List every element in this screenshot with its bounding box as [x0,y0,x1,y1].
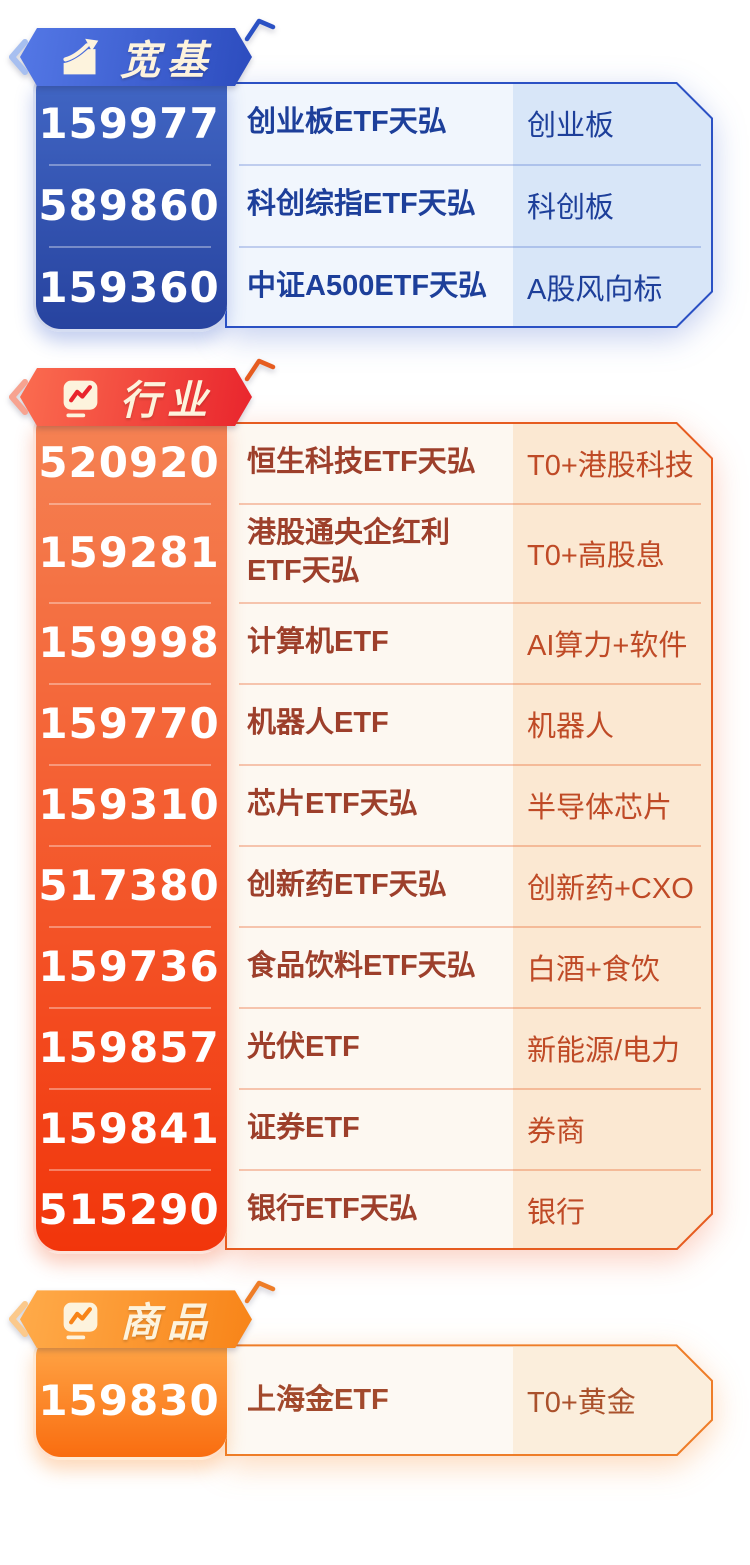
fund-tag: AI算力+软件 [527,629,688,662]
fund-row: 159998 计算机ETF AI算力+软件 [33,602,713,683]
fund-name: 恒生科技ETF天弘 [247,445,476,478]
fund-code: 159360 [38,262,220,312]
fund-table: 159830 上海金ETF T0+黄金 [33,1340,713,1461]
fund-code: 520920 [38,438,220,487]
trend-up-icon [58,35,103,80]
fund-code: 159830 [38,1375,220,1425]
section-industry: 行业 520920 恒生科技ETF天弘 T0+港股科技 159281 [0,358,750,1255]
table-body-background [225,1344,713,1456]
fund-tag: T0+黄金 [527,1387,636,1420]
fund-row: 159977 创业板ETF天弘 创业板 [33,82,713,164]
fund-code: 159998 [38,618,220,668]
fund-code: 159310 [38,780,220,830]
section-badge: 行业 [9,358,276,426]
fund-name: 中证A500ETF天弘 [247,270,488,303]
section-title: 商品 [120,1301,214,1346]
fund-row: 159841 证券ETF 券商 [33,1088,713,1169]
fund-name: 证券ETF [247,1112,360,1145]
fund-code: 159841 [38,1104,220,1154]
section-commodity: 商品 159830 上海金ETF T0+黄金 [0,1281,750,1461]
fund-name: 创业板ETF天弘 [247,106,447,139]
chevron-left-icon [9,1301,28,1338]
fund-row: 159830 上海金ETF T0+黄金 [33,1344,713,1456]
fund-code: 159977 [38,98,220,148]
fund-row: 159857 光伏ETF 新能源/电力 [33,1007,713,1088]
fund-tag: 券商 [527,1115,586,1148]
fund-code: 515290 [38,1185,220,1235]
section-badge: 商品 [9,1281,276,1348]
fund-row: 159360 中证A500ETF天弘 A股风向标 [33,246,713,328]
fund-name: 机器人ETF [247,707,389,740]
badge-shape: 宽基 [20,28,252,86]
fund-name: 计算机ETF [247,626,389,659]
fund-code: 159736 [38,942,220,992]
fund-row: 159281 港股通央企红利 ETF天弘 T0+高股息 [33,503,713,602]
fund-row: 589860 科创综指ETF天弘 科创板 [33,164,713,246]
fund-code: 517380 [38,861,220,911]
badge-shape: 行业 [20,368,252,426]
fund-table: 159977 创业板ETF天弘 创业板 589860 科创综指ETF天弘 科创板… [33,78,713,332]
fund-name: 上海金ETF [247,1383,389,1416]
fund-tag: T0+高股息 [527,539,665,572]
fund-name: 科创综指ETF天弘 [247,188,476,221]
fund-row: 515290 银行ETF天弘 银行 [33,1169,713,1250]
fund-tag: 创新药+CXO [527,872,694,905]
fund-row: 159310 芯片ETF天弘 半导体芯片 [33,764,713,845]
code-column-background [33,1340,227,1461]
fund-rows: 520920 恒生科技ETF天弘 T0+港股科技 159281 港股通央企红利 … [33,418,713,1254]
chevron-left-icon [9,39,28,75]
fund-name: 创新药ETF天弘 [247,869,447,902]
code-column-background [33,418,227,1255]
fund-name: 港股通央企红利 ETF天弘 [247,517,451,587]
fund-rows: 159830 上海金ETF T0+黄金 [33,1340,713,1460]
section-title: 宽基 [120,39,214,83]
fund-name: 光伏ETF [247,1031,360,1064]
fund-row: 159770 机器人ETF 机器人 [33,683,713,764]
section-broad-based: 宽基 159977 创业板ETF天弘 创业板 589860 [0,18,750,332]
fund-tag: 白酒+食饮 [527,953,660,986]
fund-table: 520920 恒生科技ETF天弘 T0+港股科技 159281 港股通央企红利 … [33,418,713,1255]
fund-rows: 159977 创业板ETF天弘 创业板 589860 科创综指ETF天弘 科创板… [33,78,713,332]
fund-tag: A股风向标 [527,274,663,306]
speed-line-icon [244,18,276,42]
speed-line-icon [244,1281,276,1304]
fund-name: 芯片ETF天弘 [247,788,418,821]
zigzag-chart-icon [58,1297,103,1342]
fund-code: 159770 [38,699,220,749]
code-column-background [33,78,227,332]
fund-tag: 创业板 [527,110,615,142]
fund-name: 食品饮料ETF天弘 [247,950,476,983]
section-title: 行业 [120,379,214,423]
chevron-left-icon [9,379,28,415]
fund-tag: 半导体芯片 [527,791,673,824]
fund-row: 520920 恒生科技ETF天弘 T0+港股科技 [33,422,713,503]
fund-tag: 银行 [527,1196,586,1229]
fund-tag: 机器人 [527,710,615,743]
zigzag-chart-icon [58,375,103,420]
table-body-background [225,422,713,1250]
fund-name: 银行ETF天弘 [247,1193,418,1226]
speed-line-icon [244,358,276,382]
table-body-background [225,82,713,328]
fund-row: 517380 创新药ETF天弘 创新药+CXO [33,845,713,926]
fund-code: 589860 [38,180,220,230]
fund-code: 159857 [38,1023,220,1073]
badge-shape: 商品 [20,1290,252,1348]
fund-row: 159736 食品饮料ETF天弘 白酒+食饮 [33,926,713,1007]
fund-code: 159281 [38,528,220,578]
fund-tag: 新能源/电力 [527,1034,681,1067]
section-badge: 宽基 [9,18,276,86]
fund-tag: 科创板 [527,192,615,224]
fund-tag: T0+港股科技 [527,449,694,482]
